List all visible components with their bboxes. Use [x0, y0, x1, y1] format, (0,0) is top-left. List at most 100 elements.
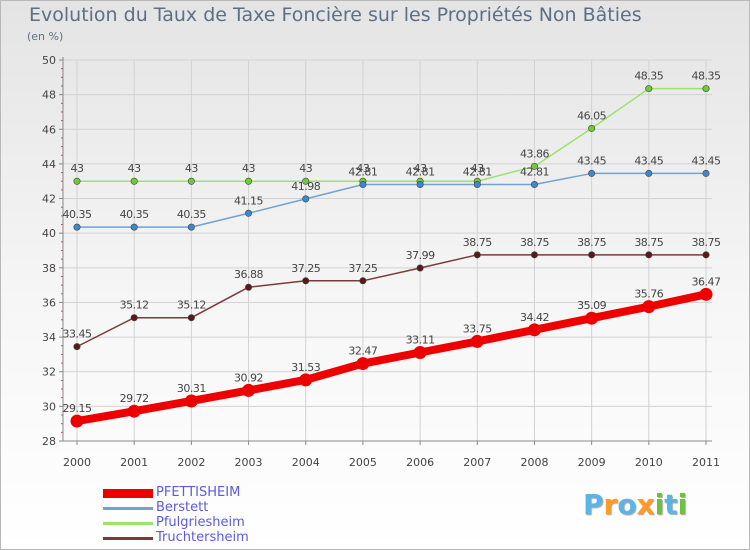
logo-letter: o: [617, 488, 637, 521]
data-label: 40.35: [177, 208, 206, 221]
data-point: [302, 195, 310, 203]
data-point: [184, 394, 198, 408]
y-tick-label: 32: [42, 366, 56, 379]
data-label: 43.45: [692, 154, 721, 167]
data-label: 37.99: [406, 249, 435, 262]
data-point: [187, 223, 195, 231]
series-line-berstett: [77, 172, 706, 228]
data-label: 48.35: [692, 70, 721, 83]
data-label: 43: [414, 162, 427, 175]
data-point: [527, 323, 541, 337]
data-label: 43: [71, 162, 84, 175]
y-tick-label: 40: [42, 227, 56, 240]
data-label: 35.09: [577, 299, 606, 312]
data-point: [645, 85, 653, 93]
data-label: 43.45: [634, 154, 663, 167]
legend-swatch: [103, 489, 153, 498]
data-point: [702, 169, 710, 177]
data-point: [299, 373, 313, 387]
y-tick-label: 36: [42, 296, 56, 309]
data-label: 42.81: [463, 166, 492, 179]
data-label: 43: [356, 162, 369, 175]
series-line-pfulgriesheim: [77, 87, 706, 182]
data-point: [245, 209, 253, 217]
data-point: [473, 251, 481, 259]
data-point: [359, 181, 367, 189]
data-point: [73, 223, 81, 231]
x-tick-label: 2011: [692, 456, 720, 469]
data-label: 38.75: [520, 236, 549, 249]
data-label: 36.47: [692, 275, 721, 288]
data-label: 35.76: [634, 288, 663, 301]
series-line-truchtersheim: [76, 254, 706, 348]
data-point: [473, 181, 481, 189]
logo-letter: i: [654, 488, 665, 521]
y-unit-label: (en %): [27, 30, 64, 43]
data-point: [413, 346, 427, 360]
data-point: [130, 314, 138, 322]
data-label: 43: [128, 162, 141, 175]
data-point: [588, 124, 596, 132]
legend-swatch: [103, 537, 153, 540]
y-tick-label: 34: [42, 331, 56, 344]
data-point: [645, 169, 653, 177]
data-point: [187, 177, 195, 185]
data-point: [588, 169, 596, 177]
x-tick-label: 2000: [63, 456, 91, 469]
logo-letter: P: [583, 488, 604, 521]
data-point: [73, 343, 81, 351]
data-label: 35.12: [177, 299, 206, 312]
data-point: [530, 181, 538, 189]
x-tick-label: 2010: [635, 456, 663, 469]
data-point: [187, 314, 195, 322]
data-label: 29.15: [63, 402, 92, 415]
data-label: 33.75: [463, 322, 492, 335]
data-label: 42.81: [348, 166, 377, 179]
data-point: [70, 414, 84, 428]
data-label: 31.53: [291, 361, 320, 374]
data-label: 42.81: [520, 166, 549, 179]
logo-letter: x: [636, 488, 655, 521]
data-label: 36.88: [234, 268, 263, 281]
data-label: 48.35: [634, 70, 663, 83]
chart-title: Evolution du Taux de Taxe Foncière sur l…: [29, 4, 642, 26]
y-tick-label: 30: [42, 400, 56, 413]
x-tick-label: 2007: [463, 456, 491, 469]
legend-label: Berstett: [156, 500, 209, 515]
data-point: [699, 287, 713, 301]
data-label: 38.75: [692, 236, 721, 249]
x-tick-label: 2008: [520, 456, 548, 469]
logo-letter: r: [603, 488, 618, 521]
data-label: 37.25: [291, 262, 320, 275]
data-point: [245, 177, 253, 185]
data-label: 43: [299, 162, 312, 175]
data-label: 34.42: [520, 311, 549, 324]
legend-label: PFETTISHEIM: [156, 485, 241, 500]
x-tick-label: 2001: [120, 456, 148, 469]
data-label: 40.35: [63, 208, 92, 221]
data-label: 33.45: [63, 328, 92, 341]
x-tick-label: 2004: [292, 456, 320, 469]
data-label: 30.31: [177, 382, 206, 395]
legend-label: Pfulgriesheim: [156, 515, 245, 530]
data-point: [645, 251, 653, 259]
data-point: [530, 162, 538, 170]
legend-swatch: [103, 522, 153, 525]
legend-label: Truchtersheim: [156, 530, 249, 545]
data-label: 29.72: [120, 392, 149, 405]
data-point: [530, 251, 538, 259]
data-label: 40.35: [120, 208, 149, 221]
data-point: [470, 334, 484, 348]
data-point: [642, 300, 656, 314]
data-label: 37.25: [348, 262, 377, 275]
x-tick-label: 2003: [235, 456, 263, 469]
data-label: 46.05: [577, 109, 606, 122]
data-point: [702, 85, 710, 93]
data-point: [416, 264, 424, 272]
data-label: 41.98: [291, 180, 320, 193]
data-point: [302, 177, 310, 185]
logo-letter: t: [664, 488, 678, 521]
data-label: 32.47: [348, 345, 377, 358]
